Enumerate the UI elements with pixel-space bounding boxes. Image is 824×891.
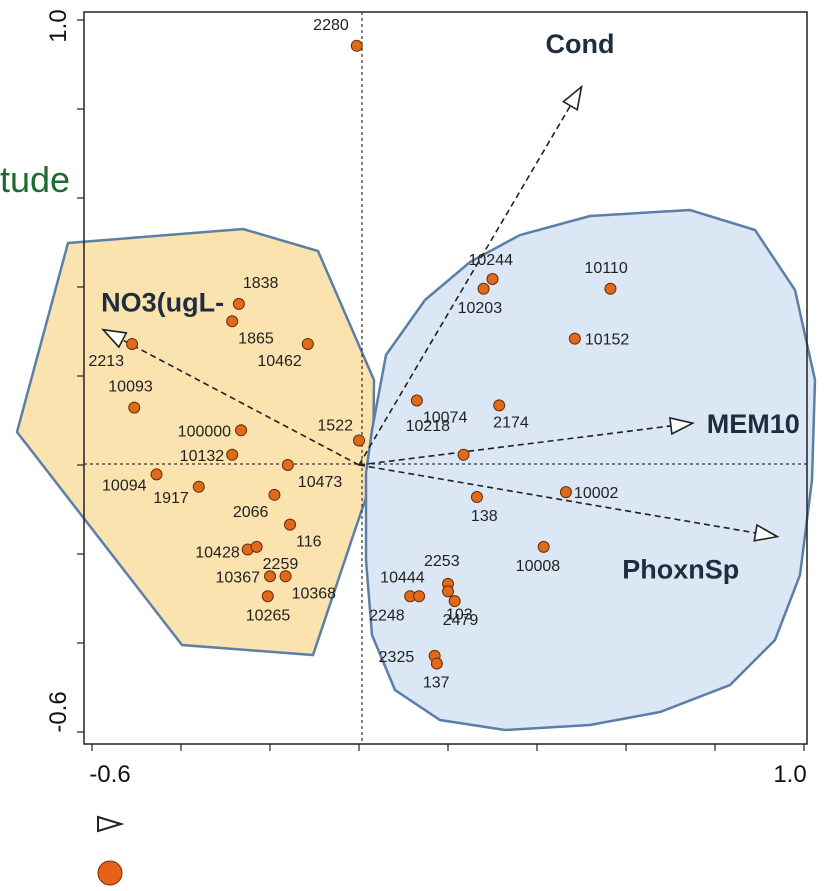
open-triangle-icon	[97, 815, 125, 833]
site-point	[442, 585, 454, 598]
arrow-line	[358, 425, 672, 466]
site-label: 10094	[102, 477, 147, 494]
site-label: 2253	[424, 553, 460, 570]
site-label: 2066	[233, 504, 269, 521]
site-label: 2479	[443, 612, 479, 629]
environmental-arrows: Cond MEM10 PhoxnSp NO3(ugL-	[101, 29, 800, 585]
reference-lines	[84, 12, 807, 744]
arrow-label: Cond	[546, 29, 615, 59]
x-tick-label-max: 1.0	[773, 761, 806, 788]
site-point	[301, 337, 314, 350]
site-label: 116	[296, 534, 322, 551]
site-point	[279, 570, 292, 583]
axis-tick-labels: -0.6 1.0 1.0 -0.6	[45, 9, 807, 788]
site-point	[126, 337, 139, 350]
arrow-head	[668, 416, 696, 436]
site-points: 2280 1838 1865 10462 2213 10093 100000 1522 1013…	[88, 17, 629, 692]
y-tick-label-max: 1.0	[45, 9, 72, 42]
site-label: 2213	[88, 353, 124, 370]
site-label: 138	[471, 508, 498, 525]
arrow-label: PhoxnSp	[622, 555, 739, 585]
arrow-line	[358, 464, 756, 534]
site-point	[353, 434, 365, 447]
site-point	[486, 272, 499, 285]
site-point	[232, 297, 245, 310]
arrow-head	[101, 328, 128, 349]
site-label: 2259	[263, 556, 299, 573]
site-label: 10444	[380, 569, 425, 586]
site-point	[604, 282, 617, 295]
site-label: 10110	[584, 260, 627, 277]
site-point	[430, 657, 443, 670]
site-label: 10152	[585, 332, 630, 349]
site-point	[128, 401, 141, 414]
site-label: 10002	[574, 485, 619, 502]
site-label: 10428	[195, 545, 240, 562]
site-point	[559, 486, 572, 499]
site-label: 10367	[216, 569, 261, 586]
site-label: 10074	[423, 409, 468, 426]
site-point	[413, 590, 426, 603]
hull-right-group	[364, 208, 817, 732]
site-point	[235, 424, 248, 437]
site-point	[457, 448, 470, 461]
site-label: 1917	[153, 490, 189, 507]
site-label: 10462	[257, 353, 302, 370]
site-label: 10368	[292, 585, 337, 602]
site-point	[264, 570, 276, 583]
site-label: 10203	[458, 300, 503, 317]
site-label: 10008	[516, 558, 561, 575]
y-tick-label-min: -0.6	[45, 691, 72, 732]
group-hulls	[15, 208, 817, 732]
site-label: 2280	[313, 17, 349, 34]
site-label: 2248	[369, 607, 405, 624]
site-point	[250, 540, 263, 553]
site-point	[261, 590, 274, 603]
site-point	[470, 491, 483, 504]
site-label: 1865	[238, 330, 274, 347]
site-label: 100000	[178, 423, 231, 440]
site-label: 1522	[317, 418, 353, 435]
arrow-head	[562, 84, 583, 112]
site-point	[350, 39, 363, 52]
site-label: 103	[446, 606, 473, 623]
arrow-label: NO3(ugL-	[101, 288, 224, 318]
legend	[97, 815, 125, 886]
site-label: 10473	[298, 474, 343, 491]
site-point	[150, 468, 163, 481]
site-point	[537, 540, 550, 553]
site-point	[226, 315, 239, 328]
site-point	[410, 394, 423, 407]
site-point	[284, 518, 297, 531]
partial-label: tude	[0, 159, 70, 200]
site-label: 1838	[243, 275, 279, 292]
plot-frame	[83, 11, 808, 745]
site-label: 10132	[180, 448, 225, 465]
axis-ticks	[77, 19, 805, 751]
site-label: 10093	[108, 379, 153, 396]
site-point	[568, 332, 581, 345]
arrow-label: MEM10	[707, 409, 800, 439]
site-label: 10265	[246, 607, 291, 624]
site-point	[493, 399, 506, 412]
site-label: 137	[423, 674, 450, 691]
site-point	[477, 282, 490, 295]
filled-circle-icon	[97, 860, 123, 886]
x-tick-label-min: -0.6	[89, 761, 130, 788]
site-point	[226, 448, 239, 461]
site-label: 2174	[493, 414, 529, 431]
site-point	[448, 595, 461, 608]
arrow-head	[753, 523, 780, 542]
site-point	[281, 459, 294, 471]
site-point	[268, 488, 281, 501]
site-label: 10218	[406, 418, 451, 435]
site-label: 10244	[469, 252, 514, 269]
site-label: 2325	[379, 649, 415, 666]
arrow-line	[122, 339, 360, 466]
site-point	[192, 480, 205, 493]
